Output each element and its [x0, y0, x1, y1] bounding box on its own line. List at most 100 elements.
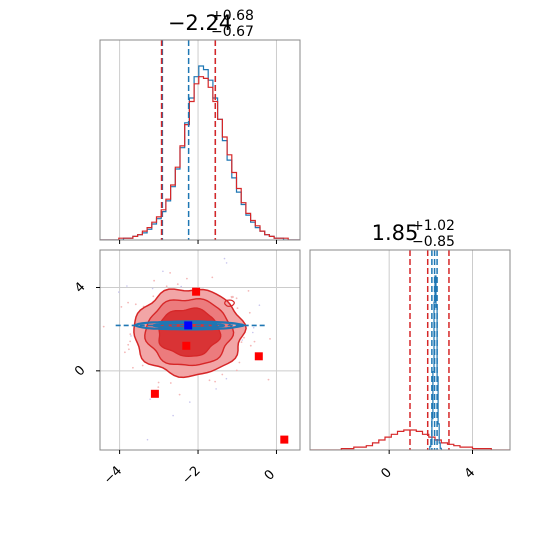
- y-marginal-frame: [309, 249, 511, 451]
- joint-blue-sample: [258, 304, 261, 307]
- joint-red-marker: [280, 435, 289, 444]
- joint-red-sample: [102, 325, 105, 328]
- x-marginal-grid: [119, 40, 277, 240]
- joint-red-sample: [134, 303, 137, 306]
- joint-blue-sample: [172, 414, 174, 417]
- y-marginal-title: 1.85: [372, 221, 419, 245]
- joint-red-sample: [169, 272, 172, 274]
- y-marginal-title-value: 1.85: [372, 221, 419, 245]
- joint-blue-sample: [252, 326, 255, 329]
- joint-x-tick-label: −2: [179, 463, 203, 487]
- joint-y-tick-label: 0: [72, 363, 88, 379]
- joint-red-sample: [124, 351, 126, 354]
- joint-blue-marker: [184, 321, 193, 330]
- joint-red-sample: [120, 306, 123, 308]
- y-marginal-tick-label: 4: [462, 465, 478, 481]
- joint-red-sample: [248, 311, 251, 314]
- joint-blue-sample: [180, 285, 182, 288]
- joint-red-sample: [176, 283, 179, 285]
- joint-red-sample: [127, 301, 129, 304]
- joint-red-contour-inner: [158, 307, 222, 357]
- joint-red-sample: [178, 393, 181, 396]
- joint-blue-sample: [130, 335, 132, 337]
- joint-red-sample: [165, 285, 168, 288]
- x-marginal-panel: −2.24 +0.68 −0.67: [99, 8, 301, 244]
- y-marginal-title-upper: +1.02: [412, 218, 455, 234]
- joint-red-sample: [243, 336, 245, 339]
- joint-panel: −4 −2 0 0 4: [72, 249, 301, 488]
- joint-red-marker: [254, 352, 263, 361]
- x-marginal-title-value: −2.24: [168, 11, 232, 35]
- joint-plot-area: [86, 257, 289, 444]
- x-marginal-frame: [99, 39, 301, 241]
- joint-blue-sample: [146, 438, 149, 441]
- joint-blue-sample: [223, 257, 226, 260]
- joint-blue-sample: [162, 270, 164, 273]
- y-marginal-red-hist: [310, 429, 510, 450]
- joint-red-sample: [169, 382, 172, 384]
- joint-red-sample: [253, 340, 256, 343]
- x-marginal-title-upper: +0.68: [211, 8, 254, 24]
- joint-blue-sample: [126, 285, 128, 287]
- x-marginal-red-hist: [100, 76, 300, 240]
- joint-red-sample: [127, 348, 130, 351]
- joint-red-sample: [235, 297, 238, 300]
- joint-red-sample: [208, 379, 211, 382]
- joint-red-marker: [192, 287, 201, 296]
- joint-red-sample: [86, 304, 88, 306]
- joint-blue-contour-inner: [152, 322, 226, 329]
- joint-red-sample: [157, 381, 160, 384]
- y-marginal-tick-label: 0: [378, 465, 394, 481]
- joint-red-contour-island: [224, 299, 235, 307]
- joint-blue-sample: [225, 262, 228, 264]
- y-marginal-blue-hist: [428, 275, 443, 450]
- joint-y-tick-label: 4: [72, 280, 88, 296]
- joint-red-sample: [267, 378, 270, 381]
- joint-blue-sample: [241, 339, 244, 341]
- joint-red-sample: [129, 340, 132, 343]
- x-marginal-title: −2.24: [168, 11, 232, 35]
- joint-blue-sample: [215, 388, 217, 390]
- joint-red-marker: [150, 389, 159, 398]
- x-marginal-blue-hist: [100, 65, 300, 240]
- joint-blue-sample: [189, 401, 191, 403]
- joint-red-sample: [186, 277, 188, 280]
- joint-red-sample: [132, 366, 134, 369]
- joint-red-sample: [214, 380, 217, 383]
- joint-red-sample: [235, 369, 238, 372]
- y-marginal-grid: [388, 250, 473, 450]
- joint-red-sample: [240, 341, 243, 343]
- joint-red-sample: [152, 295, 155, 298]
- joint-red-sample: [269, 338, 271, 340]
- x-marginal-title-lower: −0.67: [211, 24, 254, 40]
- joint-blue-sample: [151, 287, 154, 290]
- joint-blue-sample: [149, 398, 151, 401]
- joint-blue-sample: [225, 377, 228, 380]
- joint-red-sample: [129, 333, 132, 335]
- joint-red-sample: [236, 307, 239, 309]
- joint-blue-sample: [118, 291, 120, 293]
- joint-red-sample: [249, 344, 252, 347]
- joint-red-sample: [238, 361, 241, 364]
- joint-blue-sample: [252, 331, 254, 334]
- joint-frame: [99, 249, 301, 451]
- joint-red-sample: [141, 364, 144, 367]
- joint-red-sample: [230, 295, 233, 298]
- x-marginal-hist-area: [100, 40, 300, 240]
- joint-red-marker: [182, 341, 191, 350]
- joint-red-sample: [211, 276, 214, 279]
- x-marginal-ticks: [119, 240, 277, 244]
- y-marginal-title-lower: −0.85: [412, 234, 455, 250]
- joint-red-sample: [127, 343, 130, 346]
- joint-x-tick-label: 0: [262, 467, 278, 483]
- joint-x-tick-label: −4: [101, 463, 125, 487]
- joint-red-sample: [221, 373, 224, 376]
- joint-red-sample: [247, 290, 250, 292]
- y-marginal-hist-area: [310, 250, 510, 450]
- joint-red-sample: [153, 279, 156, 282]
- joint-red-sample: [232, 296, 234, 299]
- joint-red-sample: [157, 386, 160, 388]
